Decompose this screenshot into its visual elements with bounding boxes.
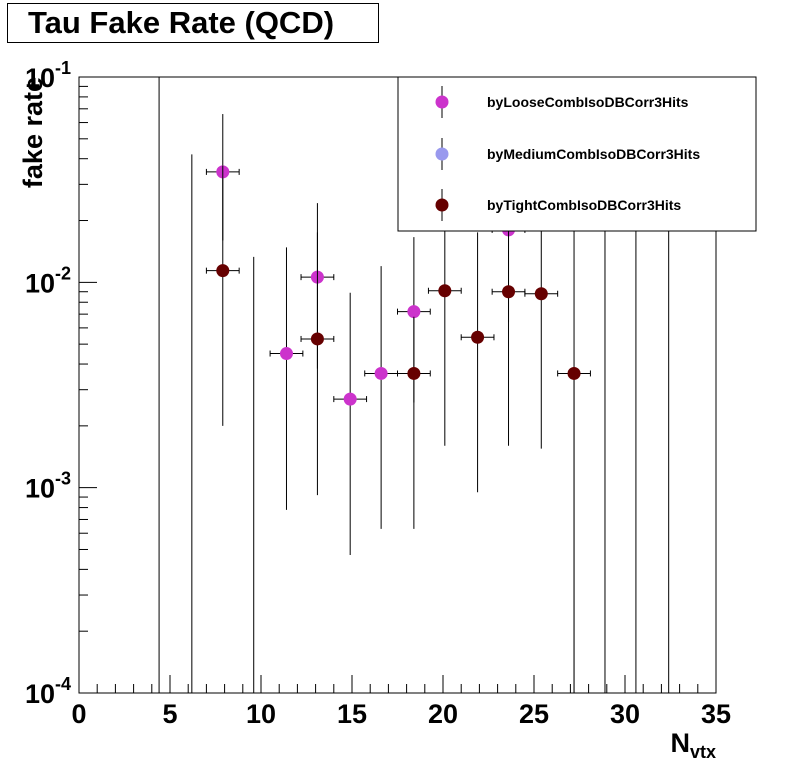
- y-tick-label-base: 10: [25, 268, 55, 298]
- x-tick-label: 20: [428, 699, 458, 729]
- chart-title-box: Tau Fake Rate (QCD): [7, 3, 379, 43]
- legend-box: [397, 76, 757, 232]
- legend-label: byMediumCombIsoDBCorr3Hits: [487, 146, 700, 162]
- data-point-series-0: [279, 347, 293, 361]
- y-tick-label-exponent: -1: [55, 58, 71, 78]
- y-tick-label-base: 10: [25, 63, 55, 93]
- legend-label: byLooseCombIsoDBCorr3Hits: [487, 94, 689, 110]
- chart-title: Tau Fake Rate (QCD): [28, 5, 335, 40]
- legend-marker: [435, 95, 449, 109]
- x-axis-label: Nvtx: [670, 728, 716, 762]
- legend-marker: [435, 198, 449, 212]
- data-point-series-2: [502, 285, 516, 299]
- x-tick-label: 25: [519, 699, 549, 729]
- y-tick-label-exponent: -3: [55, 469, 71, 489]
- data-point-series-0: [374, 366, 388, 380]
- y-tick-label-exponent: -2: [55, 263, 71, 283]
- y-tick-label-base: 10: [25, 679, 55, 709]
- x-axis-label-subscript: vtx: [690, 742, 716, 762]
- x-tick-label: 35: [701, 699, 731, 729]
- x-tick-label: 30: [610, 699, 640, 729]
- data-point-series-2: [471, 330, 485, 344]
- data-point-series-2: [438, 284, 452, 298]
- data-point-series-2: [310, 332, 324, 346]
- y-tick-label: 10-4: [25, 674, 71, 709]
- y-tick-label-exponent: -4: [55, 674, 71, 694]
- data-point-series-2: [216, 264, 230, 278]
- x-tick-label: 0: [71, 699, 86, 729]
- data-point-series-2: [407, 366, 421, 380]
- x-axis-label-main: N: [670, 728, 690, 758]
- legend-marker: [435, 147, 449, 161]
- y-tick-label: 10-1: [25, 58, 71, 93]
- x-tick-label: 5: [162, 699, 177, 729]
- legend: byLooseCombIsoDBCorr3Hits byMediumCombIso…: [397, 76, 757, 232]
- data-point-series-0: [343, 392, 357, 406]
- data-point-series-0: [407, 305, 421, 319]
- y-tick-label: 10-3: [25, 469, 71, 504]
- x-tick-label: 10: [246, 699, 276, 729]
- y-tick-label-base: 10: [25, 474, 55, 504]
- x-tick-label: 15: [337, 699, 367, 729]
- y-tick-label: 10-2: [25, 263, 71, 298]
- data-point-series-2: [534, 287, 548, 301]
- data-points-layer: [205, 114, 591, 693]
- legend-label: byTightCombIsoDBCorr3Hits: [487, 197, 681, 213]
- data-point-series-2: [567, 366, 581, 380]
- y-axis-label: fake rate: [18, 77, 48, 188]
